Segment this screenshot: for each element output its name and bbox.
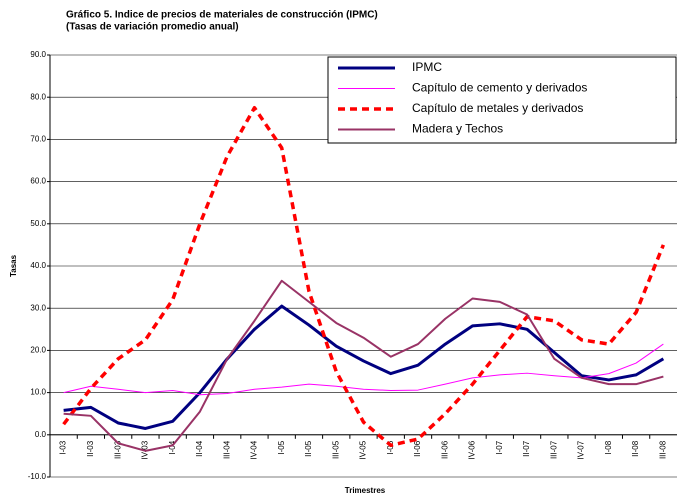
x-tick-label: II-03 [86,440,95,457]
y-axis-label: Tasas [9,254,18,277]
x-tick-label: IV-05 [359,440,368,459]
y-tick-label: 0.0 [35,430,47,439]
series-line [63,304,665,430]
x-tick-label: III-04 [222,440,231,459]
x-tick-label: II-04 [195,440,204,457]
series-line [62,106,665,448]
x-tick-label: I-03 [59,440,68,454]
x-tick-label: III-03 [113,440,122,459]
x-tick-label: I-08 [604,440,613,454]
x-tick-label: II-06 [413,440,422,457]
series-line [63,279,664,452]
y-tick-label: 40.0 [30,261,46,270]
series-line [63,343,664,396]
legend-label: Capítulo de cemento y derivados [412,81,587,95]
x-tick-label: III-05 [331,440,340,459]
legend-label: IPMC [412,60,442,74]
chart-title: Gráfico 5. Indice de precios de material… [66,10,378,21]
x-tick-label: I-05 [277,440,286,454]
y-tick-label: 60.0 [30,177,46,186]
x-tick-label: I-04 [168,440,177,454]
y-tick-label: 80.0 [30,92,46,101]
y-tick-label: 30.0 [30,303,46,312]
x-tick-label: II-07 [522,440,531,457]
x-tick-label: III-07 [549,440,558,459]
legend-label: Capítulo de metales y derivados [412,101,583,115]
y-tick-label: 70.0 [30,135,46,144]
x-tick-label: I-07 [495,440,504,454]
x-tick-label: II-05 [304,440,313,457]
x-tick-label: IV-07 [577,440,586,459]
x-tick-label: III-06 [440,440,449,459]
x-tick-label: IV-04 [250,440,259,459]
legend-label: Madera y Techos [412,122,503,136]
x-tick-label: IV-06 [468,440,477,459]
y-tick-label: 90.0 [30,50,46,59]
x-axis-label: Trimestres [345,486,386,495]
y-tick-label: -10.0 [28,472,47,481]
x-tick-label: I-06 [386,440,395,454]
y-tick-label: 10.0 [30,388,46,397]
y-tick-label: 20.0 [30,346,46,355]
x-tick-label: II-08 [631,440,640,457]
y-tick-label: 50.0 [30,219,46,228]
x-tick-label: III-08 [658,440,667,459]
chart-subtitle: (Tasas de variación promedio anual) [66,22,239,33]
